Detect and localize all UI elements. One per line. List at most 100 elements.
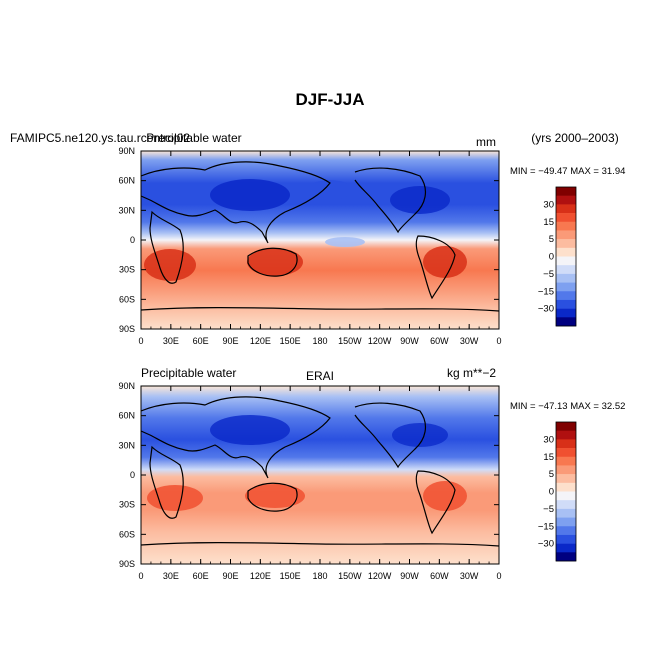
top-lon-tick-label: 90E [222, 336, 238, 346]
years-label: (yrs 2000–2003) [531, 131, 618, 145]
top-lon-tick-label: 90W [400, 336, 419, 346]
bottom-lon-tick-label: 120E [250, 571, 271, 581]
top-lon-tick-label: 150E [280, 336, 301, 346]
top-colorbar-swatch [556, 213, 576, 223]
top-colorbar: 30 15 5 0 −5 −15 −30 [538, 186, 577, 327]
bottom-lon-tick-label: 60W [430, 571, 449, 581]
figure-title: DJF-JJA [296, 90, 365, 109]
top-colorbar-swatch [556, 291, 576, 301]
bottom-lat-tick-label: 30S [119, 500, 135, 510]
top-colorbar-frame [555, 186, 577, 327]
bottom-lon-tick-label: 150W [338, 571, 362, 581]
bottom-right-label: kg m**−2 [447, 366, 496, 380]
bottom-lat-tick-label: 60S [119, 529, 135, 539]
bottom-colorbar-swatch [556, 465, 576, 475]
top-colorbar-swatch [556, 204, 576, 214]
top-colorbar-swatch [556, 308, 576, 318]
bottom-colorbar-swatch [556, 534, 576, 544]
bottom-lon-tick-label: 180 [312, 571, 327, 581]
top-lat-tick-label: 90N [118, 146, 135, 156]
bottom-colorbar-swatch [556, 500, 576, 510]
top-min-max-stats: MIN = −49.47 MAX = 31.94 [510, 166, 625, 177]
bottom-colorbar: 30 15 5 0 −5 −15 −30 [538, 421, 577, 562]
bottom-colorbar-label: 15 [543, 452, 554, 463]
bottom-blob-australia [245, 484, 305, 508]
top-colorbar-swatch [556, 187, 576, 196]
bottom-colorbar-label: −5 [543, 504, 554, 515]
top-blob-equator [325, 237, 365, 247]
top-blob-america [390, 186, 450, 214]
top-colorbar-swatch [556, 195, 576, 205]
bottom-colorbar-swatch [556, 448, 576, 458]
top-coastlines [141, 161, 499, 312]
bottom-colorbar-swatch [556, 430, 576, 440]
bottom-colorbar-swatch [556, 474, 576, 484]
bottom-colorbar-swatch [556, 491, 576, 501]
bottom-colorbar-label: 5 [549, 469, 554, 480]
bottom-colorbar-swatch [556, 552, 576, 562]
bottom-lat-tick-label: 0 [130, 470, 135, 480]
top-map-panel: 0 30E 60E 90E 120E 150E 180 150W 120W 90W 60W 30W 09… [10, 131, 625, 346]
top-right-label: mm [476, 135, 496, 149]
bottom-blob-america [392, 423, 448, 447]
top-colorbar-swatch [556, 282, 576, 292]
top-lat-tick-label: 60N [118, 176, 135, 186]
bottom-lon-tick-label: 150E [280, 571, 301, 581]
bottom-colorbar-swatch [556, 508, 576, 518]
bottom-lat-tick-label: 90S [119, 559, 135, 569]
bottom-map-ticks: 0 30E 60E 90E 120E 150E 180 150W 120W 90W 60W 30W 09… [118, 381, 501, 581]
bottom-lon-tick-label: 90W [400, 571, 419, 581]
top-colorbar-swatch [556, 256, 576, 266]
bottom-colorbar-swatch [556, 543, 576, 553]
top-lon-tick-label: 150W [338, 336, 362, 346]
top-colorbar-swatch [556, 230, 576, 240]
bottom-lon-tick-label: 60E [193, 571, 209, 581]
top-lon-tick-label: 60E [193, 336, 209, 346]
bottom-map-panel: 0 30E 60E 90E 120E 150E 180 150W 120W 90W 60W 30W 09… [118, 366, 625, 581]
top-blob-south-america [423, 246, 467, 278]
top-lon-tick-label: 30E [163, 336, 179, 346]
bottom-colorbar-swatch [556, 482, 576, 492]
top-colorbar-label: 30 [543, 199, 554, 210]
top-lon-tick-label: 0 [138, 336, 143, 346]
top-colorbar-swatch [556, 273, 576, 283]
top-center-label: Precipitable water [146, 131, 241, 145]
top-lat-tick-label: 30S [119, 265, 135, 275]
bottom-blob-asia [210, 415, 290, 445]
top-colorbar-swatch [556, 299, 576, 309]
top-lon-tick-label: 120W [368, 336, 392, 346]
top-colorbar-label: −30 [538, 304, 554, 315]
top-lat-tick-label: 30N [118, 205, 135, 215]
top-blob-pacific [308, 180, 352, 200]
top-colorbar-label: −5 [543, 269, 554, 280]
top-colorbar-label: 5 [549, 234, 554, 245]
top-left-label: FAMIPC5.ne120.ys.tau.rcontrol02 [10, 131, 190, 145]
top-lon-tick-label: 120E [250, 336, 271, 346]
top-lat-tick-label: 90S [119, 324, 135, 334]
bottom-lon-tick-label: 120W [368, 571, 392, 581]
bottom-lon-tick-label: 0 [496, 571, 501, 581]
top-lat-tick-label: 0 [130, 235, 135, 245]
bottom-colorbar-frame [555, 421, 577, 562]
bottom-colorbar-label: 30 [543, 434, 554, 445]
bottom-lon-tick-label: 30W [460, 571, 479, 581]
bottom-colorbar-label: −30 [538, 539, 554, 550]
bottom-min-max-stats: MIN = −47.13 MAX = 32.52 [510, 401, 625, 412]
bottom-colorbar-swatch [556, 422, 576, 431]
bottom-center-label: ERAI [306, 369, 334, 383]
bottom-colorbar-swatch [556, 456, 576, 466]
bottom-lat-tick-label: 90N [118, 381, 135, 391]
bottom-lat-tick-label: 30N [118, 440, 135, 450]
top-colorbar-label: 15 [543, 217, 554, 228]
top-colorbar-swatch [556, 265, 576, 275]
top-colorbar-swatch [556, 239, 576, 249]
bottom-lon-tick-label: 90E [222, 571, 238, 581]
top-blob-australia [247, 248, 303, 276]
top-colorbar-swatch [556, 317, 576, 327]
top-lat-tick-label: 60S [119, 294, 135, 304]
top-map-ticks: 0 30E 60E 90E 120E 150E 180 150W 120W 90W 60W 30W 09… [118, 146, 501, 346]
bottom-colorbar-swatch [556, 526, 576, 536]
top-lon-tick-label: 0 [496, 336, 501, 346]
